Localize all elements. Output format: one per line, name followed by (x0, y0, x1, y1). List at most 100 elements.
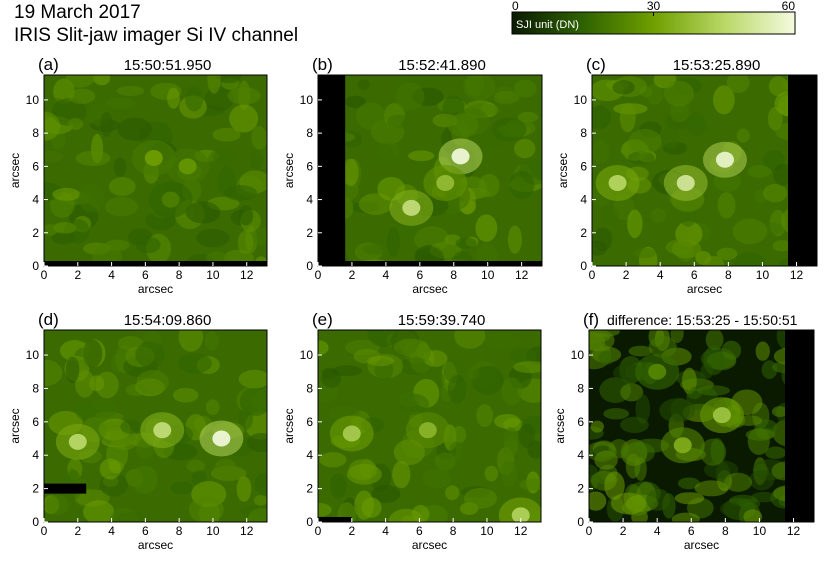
y-tick-label: 8 (306, 381, 313, 395)
x-tick-label: 2 (349, 268, 356, 282)
heatmap-blob (82, 339, 103, 368)
heatmap-blob (726, 75, 750, 94)
y-axis-label: arcsec (8, 408, 22, 443)
y-tick-label: 6 (577, 415, 584, 429)
heatmap-blob (633, 438, 670, 453)
heatmap-blob (447, 113, 479, 138)
heatmap-blob (724, 472, 752, 492)
bright-kernel (608, 174, 627, 191)
heatmap-blob (196, 228, 230, 248)
colorbar-tick-label: 60 (782, 0, 796, 13)
heatmap-blob (628, 128, 662, 154)
heatmap-blob (713, 85, 735, 115)
heatmap-blob (705, 330, 724, 351)
x-tick-label: 0 (315, 268, 322, 282)
heatmap-blob (677, 477, 700, 490)
heatmap-blob (687, 123, 710, 135)
x-tick-label: 2 (620, 524, 627, 538)
heatmap-blob (65, 75, 95, 88)
heatmap-blob (44, 111, 61, 142)
heatmap-blob (772, 240, 791, 252)
heatmap-blob (751, 491, 777, 503)
heatmap-blob (65, 356, 80, 384)
heatmap-blob (75, 401, 97, 421)
x-tick-label: 6 (416, 524, 423, 538)
heatmap-blob (634, 247, 656, 259)
panel-title: 15:50:51.950 (124, 57, 212, 74)
y-tick-label: 4 (306, 448, 313, 462)
x-tick-label: 10 (206, 524, 220, 538)
heatmap-blob (646, 488, 671, 511)
heatmap-blob (449, 441, 464, 460)
x-axis-label: arcsec (138, 282, 173, 296)
x-tick-label: 0 (41, 268, 48, 282)
heatmap-blob (392, 460, 411, 489)
y-tick-label: 8 (580, 126, 587, 140)
bright-kernel (178, 158, 197, 175)
heatmap-blob (99, 458, 121, 480)
heatmap-blob (395, 82, 425, 112)
heatmap-blob (99, 473, 129, 497)
heatmap-blob (214, 458, 237, 482)
heatmap-blob (251, 125, 267, 150)
x-tick-label: 2 (74, 268, 81, 282)
heatmap-blob (332, 365, 363, 377)
heatmap-blob (507, 225, 522, 254)
y-tick-label: 4 (577, 448, 584, 462)
x-tick-label: 8 (450, 268, 457, 282)
heatmap-blob (620, 383, 644, 402)
heatmap-blob (592, 105, 612, 130)
colorbar-label: SJI unit (DN) (516, 19, 579, 31)
x-tick-label: 12 (240, 268, 254, 282)
x-tick-label: 12 (514, 524, 528, 538)
y-tick-label: 10 (26, 93, 40, 107)
y-tick-label: 4 (32, 193, 39, 207)
heatmap-blob (105, 97, 136, 110)
heatmap-blob (476, 243, 498, 266)
panel-frame (43, 329, 268, 523)
x-tick-label: 12 (790, 268, 804, 282)
x-tick-label: 8 (722, 524, 729, 538)
heatmap-blob (619, 102, 636, 133)
heatmap-blob (493, 90, 520, 105)
y-axis-label: arcsec (556, 153, 570, 188)
x-tick-label: 6 (416, 268, 423, 282)
heatmap-blob (635, 394, 651, 424)
y-tick-label: 10 (571, 348, 585, 362)
heatmap-image (318, 75, 542, 266)
x-tick-label: 8 (176, 268, 183, 282)
y-tick-label: 8 (32, 381, 39, 395)
heatmap-blob (747, 165, 772, 178)
heatmap-blob (136, 369, 169, 395)
figure-instrument-title: IRIS Slit-jaw imager Si IV channel (14, 25, 299, 46)
heatmap-blob (254, 472, 267, 496)
heatmap-blob (75, 150, 111, 166)
heatmap-blob (173, 387, 199, 403)
panel-title: difference: 15:53:25 - 15:50:51 (607, 312, 798, 328)
heatmap-blob (612, 80, 635, 95)
heatmap-blob (108, 177, 136, 197)
heatmap-blob (503, 438, 519, 456)
heatmap-blob (768, 76, 789, 97)
y-tick-label: 6 (306, 415, 313, 429)
heatmap-blob (671, 512, 700, 522)
y-tick-label: 2 (306, 482, 313, 496)
heatmap-blob (434, 452, 456, 471)
heatmap-blob (318, 340, 329, 355)
heatmap-blob (445, 485, 460, 501)
heatmap-blob (491, 117, 527, 142)
y-tick-label: 10 (26, 348, 40, 362)
x-tick-label: 2 (623, 268, 630, 282)
heatmap-blob (357, 79, 370, 90)
panel-letter: (e) (312, 310, 333, 329)
bright-kernel (161, 191, 180, 208)
heatmap-blob (100, 111, 113, 137)
heatmap-blob (663, 80, 695, 107)
x-tick-label: 6 (142, 524, 149, 538)
heatmap-blob (411, 505, 430, 522)
heatmap-blob (204, 87, 235, 112)
bright-kernel (342, 425, 361, 442)
bright-kernel (153, 422, 172, 439)
heatmap-blob (93, 75, 111, 86)
panel-letter: (c) (586, 55, 606, 74)
